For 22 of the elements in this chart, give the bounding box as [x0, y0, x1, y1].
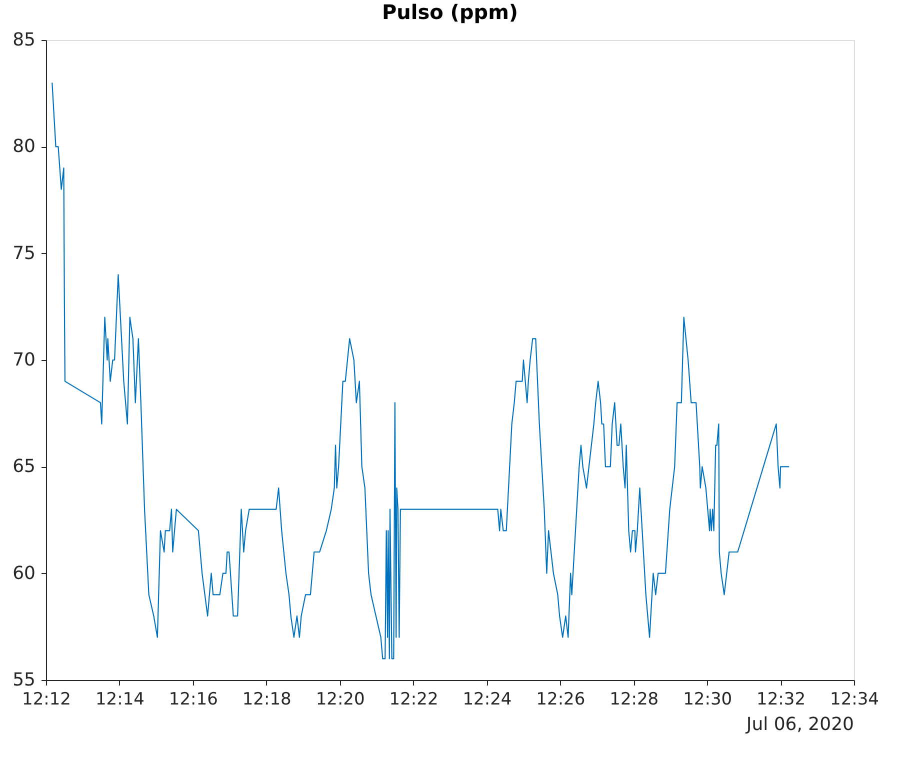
y-tick-label: 60 — [12, 562, 36, 584]
x-tick-label: 12:26 — [536, 690, 586, 710]
x-tick-label: 12:22 — [389, 690, 438, 710]
y-tick-label: 55 — [12, 670, 36, 690]
y-tick-label: 85 — [12, 30, 36, 50]
y-tick-label: 65 — [12, 456, 36, 478]
x-tick-label: 12:14 — [95, 690, 144, 710]
x-tick-label: 12:18 — [242, 690, 292, 710]
y-tick-label: 70 — [12, 350, 36, 370]
x-tick-label: 12:20 — [316, 690, 365, 710]
x-tick-label: 12:24 — [462, 690, 512, 710]
x-tick-label: 12:16 — [168, 690, 218, 710]
x-tick-label: 12:34 — [830, 690, 879, 710]
x-tick-label: 12:12 — [22, 690, 71, 710]
x-tick-label: 12:32 — [756, 690, 806, 710]
text: Jul 06, 2020 — [745, 714, 854, 735]
x-tick-label: 12:28 — [610, 690, 659, 710]
y-tick-label: 75 — [12, 242, 36, 264]
chart-title: Pulso (ppm) — [382, 0, 518, 24]
x-tick-label: 12:30 — [683, 690, 732, 710]
line-series — [52, 82, 790, 660]
y-tick-label: 80 — [12, 136, 36, 158]
